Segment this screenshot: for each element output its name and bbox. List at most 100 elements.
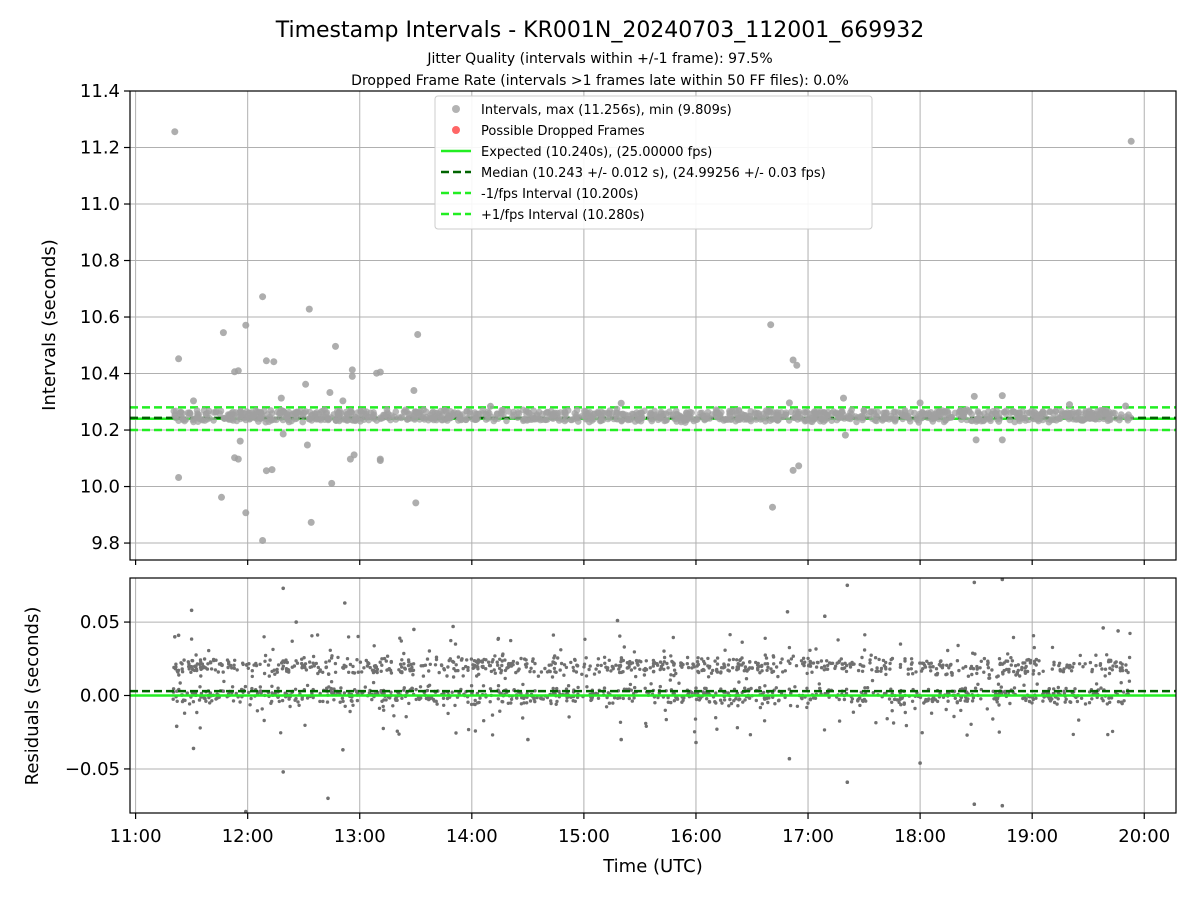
interval-point (765, 408, 773, 416)
residual-point (189, 665, 194, 669)
residual-point (411, 673, 415, 677)
interval-point (882, 414, 890, 422)
interval-point (995, 418, 1003, 425)
residual-point (685, 662, 689, 666)
residual-point (266, 663, 271, 667)
residual-point (380, 663, 384, 667)
residual-point (822, 728, 827, 732)
residual-point (181, 698, 186, 702)
residual-point (404, 715, 408, 719)
residual-point (779, 691, 784, 695)
interval-point (606, 407, 614, 415)
residual-point (501, 652, 505, 656)
residual-point (254, 661, 258, 666)
residual-point (521, 682, 525, 687)
residual-point (406, 658, 411, 662)
residual-point (833, 664, 838, 668)
residual-point (574, 670, 579, 674)
residual-point (1127, 655, 1132, 660)
residual-point (1037, 659, 1041, 663)
residual-point (605, 668, 610, 672)
interval-point (212, 409, 219, 416)
residual-point (622, 645, 626, 649)
residual-point (1014, 673, 1018, 677)
interval-point (259, 537, 267, 544)
interval-point (280, 408, 288, 416)
residual-point (672, 663, 676, 667)
residual-point (1070, 665, 1075, 669)
residual-point (619, 656, 624, 660)
interval-point (785, 399, 793, 407)
residual-point (612, 696, 617, 700)
residual-point (837, 697, 841, 702)
residual-point (1107, 671, 1112, 676)
residual-point (771, 654, 775, 658)
residual-point (952, 714, 956, 719)
residual-point (694, 686, 698, 690)
residual-point (350, 699, 354, 703)
interval-point (376, 455, 384, 463)
interval-point (859, 416, 866, 424)
interval-point (334, 410, 342, 418)
residual-point (268, 658, 272, 662)
interval-point (807, 415, 815, 422)
interval-point (667, 411, 674, 419)
residual-point (602, 686, 607, 690)
residual-point (409, 662, 413, 667)
residual-point (528, 669, 532, 674)
residual-point (945, 663, 949, 667)
residual-point (384, 698, 388, 702)
residual-point (898, 665, 903, 669)
residual-point (233, 658, 237, 662)
residual-point (903, 657, 907, 661)
interval-point (817, 408, 825, 416)
residual-point (709, 671, 714, 675)
residual-point (786, 659, 791, 663)
residual-point (648, 666, 652, 670)
residual-point (881, 658, 886, 663)
interval-point (234, 455, 242, 463)
residual-point (653, 701, 657, 705)
residual-point (453, 703, 457, 708)
residual-point (191, 746, 196, 751)
interval-point (253, 408, 261, 416)
residual-point (526, 737, 530, 742)
residual-point (197, 698, 202, 702)
residual-point (395, 729, 399, 733)
residual-point (969, 664, 974, 669)
residual-point (691, 662, 695, 667)
residual-point (982, 670, 986, 674)
residual-point (260, 707, 264, 711)
residual-point (325, 686, 329, 690)
interval-point (344, 416, 352, 424)
residual-point (924, 697, 928, 702)
residual-point (911, 672, 915, 676)
residual-point (180, 667, 184, 671)
residual-point (885, 717, 889, 721)
residual-point (539, 697, 544, 701)
residual-point (549, 701, 553, 706)
residual-point (525, 701, 529, 705)
residual-point (241, 662, 245, 667)
residual-point (629, 668, 634, 672)
residual-point (375, 670, 379, 675)
interval-point (624, 416, 632, 424)
residual-point (895, 698, 899, 702)
residual-point (371, 680, 376, 685)
residual-point (421, 674, 426, 678)
interval-point (218, 493, 225, 501)
residual-point (414, 687, 418, 692)
interval-point (838, 409, 845, 416)
interval-point (279, 430, 287, 438)
residual-point (638, 667, 642, 671)
y-tick-label: 10.4 (80, 364, 120, 385)
residual-point (358, 660, 363, 664)
interval-point (899, 415, 906, 423)
residuals-dense-points (171, 631, 1132, 737)
interval-point (328, 479, 336, 487)
interval-point (654, 416, 662, 424)
residual-point (736, 704, 740, 708)
residual-point (706, 656, 710, 661)
interval-point (747, 417, 755, 425)
